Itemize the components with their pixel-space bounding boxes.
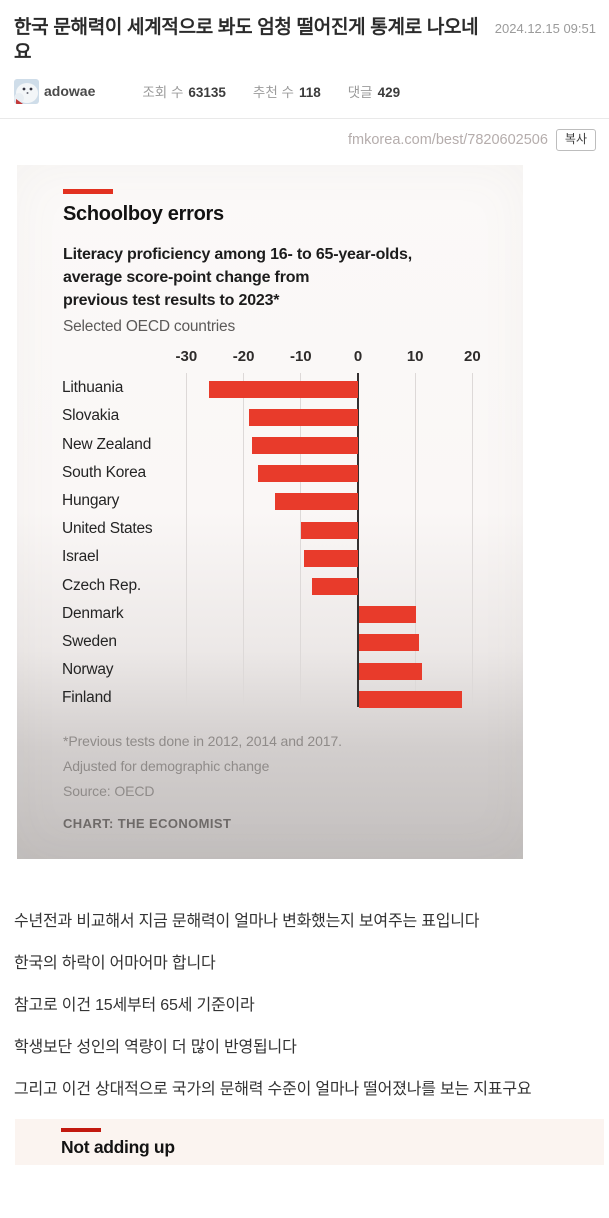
share-url: fmkorea.com/best/7820602506 xyxy=(348,132,548,149)
stat-upvotes-label: 추천 수 xyxy=(252,85,294,100)
gridline xyxy=(471,373,473,708)
stat-comments: 댓글 429 xyxy=(348,81,400,101)
body-paragraph: 수년전과 비교해서 지금 문해력이 얼마나 변화했는지 보여주는 표입니다 xyxy=(14,913,480,931)
country-label: United States xyxy=(62,520,153,538)
country-label: Norway xyxy=(62,661,114,679)
bar-new-zealand xyxy=(252,437,358,455)
country-label: Israel xyxy=(62,548,99,566)
country-label: Hungary xyxy=(62,491,120,509)
post-stats: 조회 수 63135 추천 수 118 댓글 429 xyxy=(142,81,427,101)
post-date: 2024.12.15 09:51 xyxy=(494,21,596,36)
chart-subtitle-line: Literacy proficiency among 16- to 65-yea… xyxy=(63,246,412,264)
x-axis-tick-label: -20 xyxy=(232,348,255,366)
chart-footnotes: *Previous tests done in 2012, 2014 and 2… xyxy=(63,729,342,804)
chart-subtitle-line: average score-point change from xyxy=(63,269,310,287)
author-row: adowae 조회 수 63135 추천 수 118 댓글 429 xyxy=(14,78,595,104)
post-body: 수년전과 비교해서 지금 문해력이 얼마나 변화했는지 보여주는 표입니다 한국… xyxy=(0,859,609,1103)
country-label: New Zealand xyxy=(62,435,152,453)
country-label: Denmark xyxy=(62,604,124,622)
bar-lithuania xyxy=(209,380,358,398)
x-axis-tick-label: -10 xyxy=(289,348,312,366)
chart-subtitle-line: previous test results to 2023* xyxy=(63,292,280,310)
country-label: Czech Rep. xyxy=(62,576,141,594)
stat-comments-label: 댓글 xyxy=(347,85,373,100)
bar-united-states xyxy=(300,521,358,539)
bar-slovakia xyxy=(249,408,358,426)
post-title: 한국 문해력이 세계적으로 봐도 엄청 떨어진게 통계로 나오네요 xyxy=(14,17,479,63)
body-paragraph: 한국의 하락이 어마어마 합니다 xyxy=(14,955,216,973)
copy-button[interactable]: 복사 xyxy=(555,129,596,152)
chart-subtitle: Literacy proficiency among 16- to 65-yea… xyxy=(63,243,412,312)
avatar[interactable] xyxy=(14,78,39,104)
bar-hungary xyxy=(275,493,358,511)
gridline xyxy=(185,373,187,708)
bar-finland xyxy=(359,690,462,708)
avatar-image xyxy=(14,78,39,104)
country-label: Sweden xyxy=(62,632,117,650)
stat-views-label: 조회 수 xyxy=(142,85,184,100)
chart-footnote-line: Adjusted for demographic change xyxy=(63,758,270,775)
country-label: Finland xyxy=(62,689,112,707)
gridline xyxy=(300,373,302,708)
chart-source: Source: OECD xyxy=(63,783,155,800)
chart-accent-tick xyxy=(61,1128,101,1133)
header-divider xyxy=(0,118,609,119)
stat-upvotes-value: 118 xyxy=(298,85,321,100)
chart-image[interactable]: Schoolboy errors Literacy proficiency am… xyxy=(17,165,523,860)
bar-denmark xyxy=(359,606,417,624)
post-header: 한국 문해력이 세계적으로 봐도 엄청 떨어진게 통계로 나오네요 2024.1… xyxy=(0,0,609,104)
body-paragraph: 참고로 이건 15세부터 65세 기준이라 xyxy=(14,997,255,1015)
second-chart-image[interactable]: Not adding up xyxy=(15,1119,604,1166)
body-paragraph: 학생보단 성인의 역량이 더 많이 반영됩니다 xyxy=(14,1039,297,1057)
x-axis-tick-label: 20 xyxy=(464,348,481,366)
share-row: fmkorea.com/best/7820602506 복사 xyxy=(0,119,609,157)
gridline xyxy=(414,373,416,708)
stat-views-value: 63135 xyxy=(188,85,226,100)
stat-upvotes: 추천 수 118 xyxy=(253,81,321,101)
bar-south-korea xyxy=(257,465,358,483)
gridline xyxy=(243,373,245,708)
country-label: Slovakia xyxy=(62,407,119,425)
body-paragraph: 그리고 이건 상대적으로 국가의 문해력 수준이 얼마나 떨어졌나를 보는 지표… xyxy=(14,1081,532,1099)
chart-accent-tick xyxy=(63,189,113,195)
chart-subnote: Selected OECD countries xyxy=(63,318,236,336)
chart-plot-area: -30 -20 -10 0 10 20 Lithuania Slovakia New Zeala… xyxy=(17,165,523,859)
chart-footnote-line: *Previous tests done in 2012, 2014 and 2… xyxy=(63,733,342,750)
x-axis-tick-label: 0 xyxy=(353,348,363,366)
bar-czech-rep- xyxy=(312,578,358,596)
second-chart-title: Not adding up xyxy=(61,1137,175,1158)
bar-sweden xyxy=(359,634,420,652)
country-label: Lithuania xyxy=(62,379,124,397)
stat-comments-value: 429 xyxy=(377,85,401,100)
x-axis-tick-label: 10 xyxy=(406,348,424,366)
chart-credit: CHART: THE ECONOMIST xyxy=(63,816,232,832)
x-axis-tick-label: -30 xyxy=(175,348,198,366)
author-name[interactable]: adowae xyxy=(44,83,96,99)
zero-axis-line xyxy=(357,373,359,708)
stat-views: 조회 수 63135 xyxy=(142,81,226,101)
bar-norway xyxy=(359,662,422,680)
country-label: South Korea xyxy=(62,463,146,481)
chart-title: Schoolboy errors xyxy=(63,203,224,226)
bar-israel xyxy=(303,549,358,567)
